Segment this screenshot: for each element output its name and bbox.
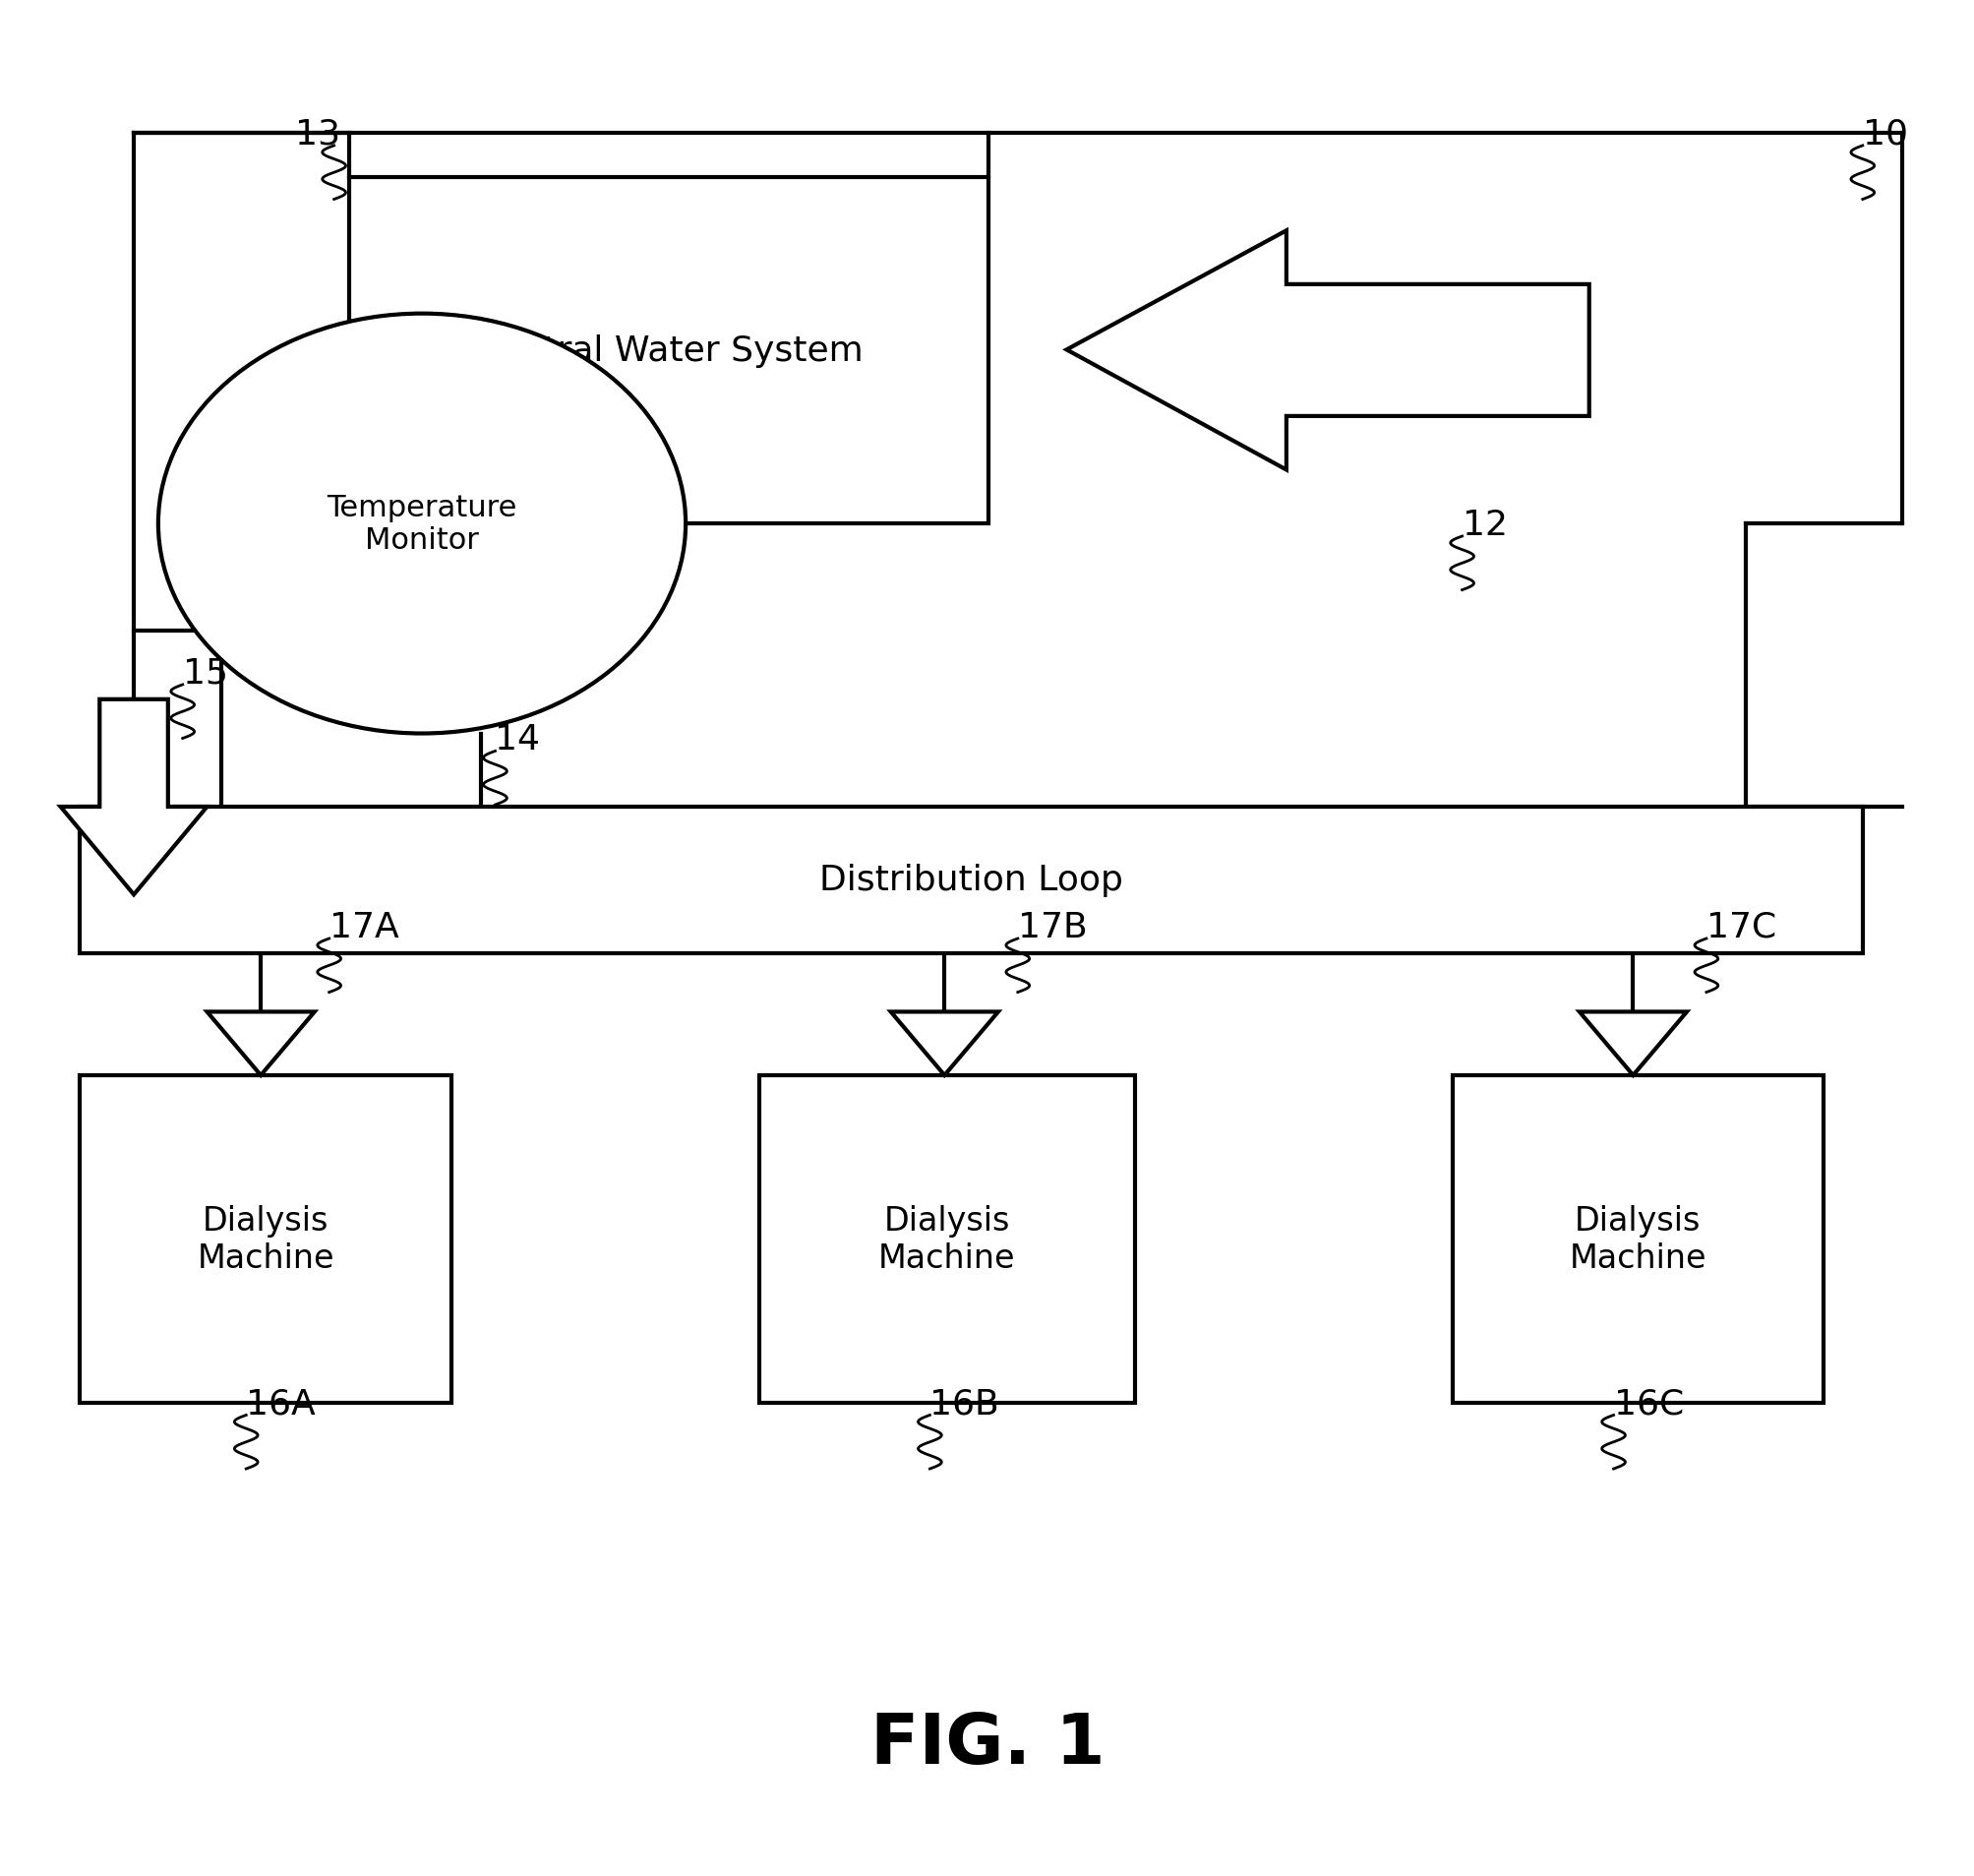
Polygon shape [207,1013,314,1075]
Text: 14: 14 [495,722,541,756]
Text: 16C: 16C [1613,1386,1682,1420]
Polygon shape [61,700,207,895]
Bar [81,1075,450,1403]
Bar [81,807,1861,953]
Text: 16A: 16A [247,1386,316,1420]
Text: 17C: 17C [1706,910,1775,944]
Text: 13: 13 [294,118,340,152]
Text: Dialysis
Machine: Dialysis Machine [197,1204,334,1274]
Bar [1451,1075,1822,1403]
Text: 17B: 17B [1017,910,1088,944]
Text: 10: 10 [1861,118,1907,152]
Text: Central Water System: Central Water System [474,334,863,368]
Polygon shape [1066,231,1589,471]
Text: Temperature
Monitor: Temperature Monitor [326,493,517,555]
Text: 17A: 17A [330,910,399,944]
Bar [349,178,987,523]
Text: Dialysis
Machine: Dialysis Machine [878,1204,1015,1274]
Ellipse shape [158,315,685,734]
Text: 16B: 16B [930,1386,999,1420]
Text: FIG. 1: FIG. 1 [871,1711,1103,1778]
Bar [758,1075,1135,1403]
Polygon shape [1579,1013,1686,1075]
Text: 15: 15 [182,657,227,690]
Text: Distribution Loop: Distribution Loop [819,863,1123,897]
Text: 12: 12 [1461,508,1506,542]
Polygon shape [890,1013,997,1075]
Text: Dialysis
Machine: Dialysis Machine [1569,1204,1706,1274]
